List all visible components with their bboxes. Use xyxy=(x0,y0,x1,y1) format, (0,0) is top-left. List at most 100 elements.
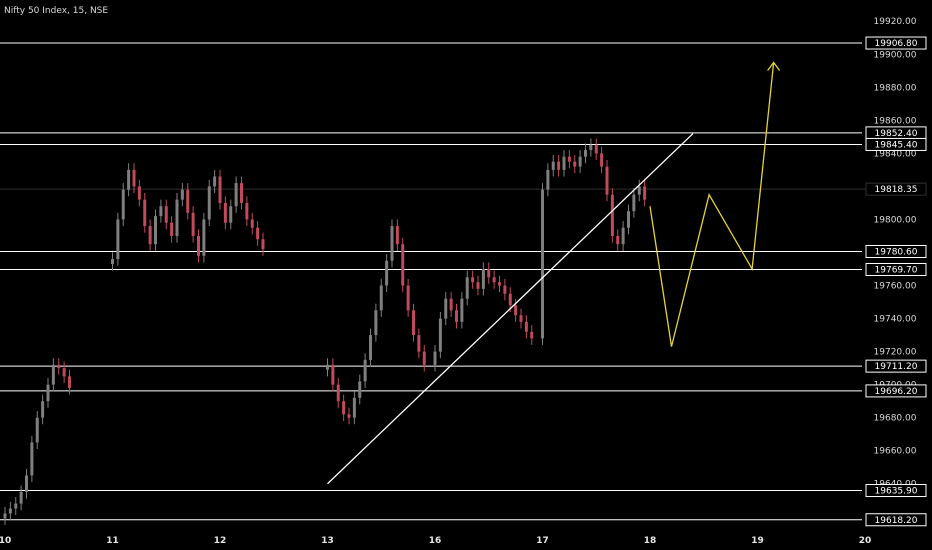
level-label: 19780.60 xyxy=(875,247,918,257)
candle-body xyxy=(492,277,496,283)
candle-body xyxy=(41,401,45,418)
candle-body xyxy=(213,176,217,187)
candle-body xyxy=(567,156,571,162)
x-tick-label: 12 xyxy=(214,536,227,546)
candle-body xyxy=(46,384,50,402)
candle-body xyxy=(14,503,18,509)
candle-body xyxy=(600,153,604,167)
candle-body xyxy=(62,368,66,377)
candle-body xyxy=(637,186,641,195)
candle-body xyxy=(250,219,254,228)
candle-body xyxy=(449,298,453,311)
y-tick-label: 19720.00 xyxy=(874,348,917,358)
y-tick-label: 19920.00 xyxy=(874,17,917,27)
candle-body xyxy=(245,202,249,220)
projection-path xyxy=(649,61,781,347)
x-tick-label: 11 xyxy=(106,536,119,546)
x-tick-label: 18 xyxy=(644,536,657,546)
candle-body xyxy=(159,206,163,217)
candle-body xyxy=(256,227,260,240)
candle-body xyxy=(589,145,593,151)
candle-body xyxy=(551,161,555,170)
candle-body xyxy=(3,513,7,519)
candle-body xyxy=(481,269,485,289)
level-label: 19845.40 xyxy=(875,140,918,150)
candle-body xyxy=(111,259,114,265)
candle-body xyxy=(379,285,383,311)
level-label-box xyxy=(865,262,927,276)
candle-body xyxy=(8,508,12,514)
level-label: 19852.40 xyxy=(875,129,918,139)
candle-body xyxy=(25,475,28,493)
candle-body xyxy=(358,381,362,398)
candle-body xyxy=(573,161,577,167)
candle-body xyxy=(218,176,222,203)
x-tick-label: 13 xyxy=(321,536,334,546)
y-tick-label: 19840.00 xyxy=(874,149,917,159)
candle-body xyxy=(584,150,587,157)
candle-body xyxy=(422,351,426,365)
candle-body xyxy=(164,206,168,223)
candle-body xyxy=(342,401,346,415)
candle-body xyxy=(385,260,389,286)
chart-title: Nifty 50 Index, 15, NSE xyxy=(4,6,109,16)
candle-body xyxy=(546,169,550,190)
level-label: 19635.90 xyxy=(875,487,918,497)
candle-body xyxy=(336,384,340,402)
candle-body xyxy=(57,364,61,369)
level-label: 19769.70 xyxy=(875,265,918,275)
projection-line xyxy=(649,62,775,347)
candle-body xyxy=(363,359,367,382)
candle-body xyxy=(632,194,636,212)
candle-body xyxy=(605,166,609,195)
horizontal-levels xyxy=(0,42,862,521)
candle-body xyxy=(223,202,227,223)
candle-body xyxy=(412,310,415,336)
candle-body xyxy=(460,298,464,322)
candle-body xyxy=(524,321,528,332)
level-label: 19618.20 xyxy=(875,516,918,526)
level-label-box xyxy=(865,484,927,498)
level-label: 19906.80 xyxy=(875,39,918,49)
level-label-box xyxy=(865,137,927,151)
candle-body xyxy=(508,293,512,306)
candle-body xyxy=(197,235,200,256)
candle-body xyxy=(352,397,356,418)
candle-body xyxy=(401,244,405,286)
candle-body xyxy=(68,376,71,388)
y-tick-label: 19660.00 xyxy=(874,447,917,457)
candle-body xyxy=(562,156,566,170)
candle-body xyxy=(395,226,399,245)
y-tick-label: 19800.00 xyxy=(874,215,917,225)
x-axis: 10 11 12 13 16 17 18 19 20 xyxy=(0,536,871,546)
candle-body xyxy=(471,277,475,283)
candle-body xyxy=(455,310,458,322)
trendline-mark xyxy=(327,133,694,485)
level-label-box xyxy=(865,384,927,398)
y-tick-label: 19860.00 xyxy=(874,116,917,126)
trendline xyxy=(327,133,694,485)
candle-body xyxy=(557,161,561,170)
x-tick-label: 16 xyxy=(429,536,442,546)
candle-body xyxy=(487,269,491,278)
current-price-label: 19818.35 xyxy=(875,185,918,195)
candle-body xyxy=(202,219,206,256)
y-tick-label: 19760.00 xyxy=(874,282,917,292)
projection-arrowhead xyxy=(767,61,781,71)
y-tick-label: 19740.00 xyxy=(874,315,917,325)
candle-body xyxy=(610,194,614,236)
candle-body xyxy=(541,189,544,339)
candle-body xyxy=(627,211,630,228)
level-label-box xyxy=(865,359,927,373)
candle-body xyxy=(514,305,518,316)
candle-body xyxy=(578,156,582,167)
level-label: 19696.20 xyxy=(875,387,918,397)
candle-body xyxy=(519,315,523,322)
candle-body xyxy=(465,277,469,299)
candle-body xyxy=(390,226,394,261)
candle-body xyxy=(143,199,147,227)
candle-body xyxy=(503,285,507,294)
level-label-box xyxy=(865,244,927,258)
